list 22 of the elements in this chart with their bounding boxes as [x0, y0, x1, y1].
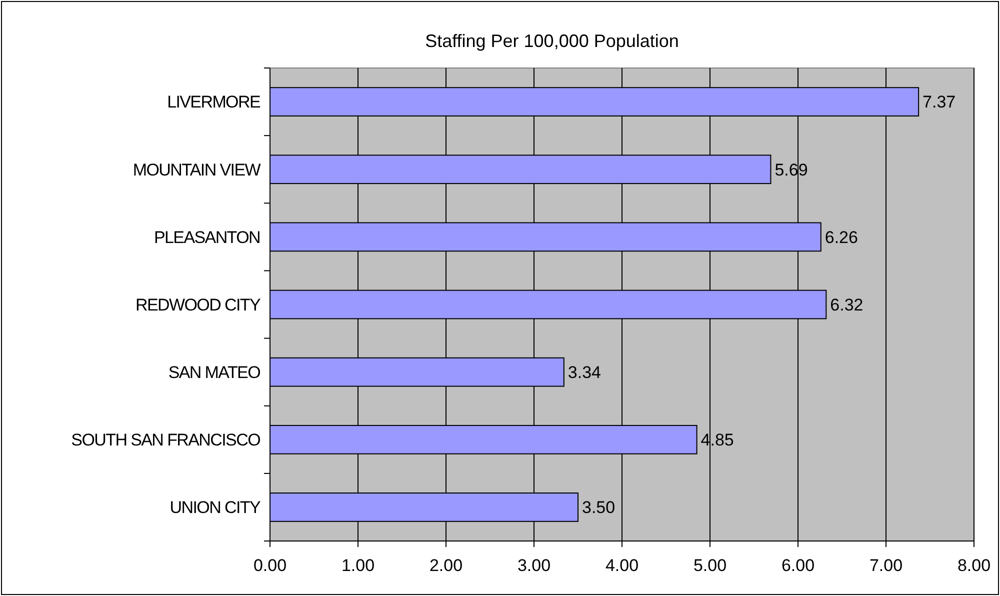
y-tick-label: SAN MATEO: [168, 363, 261, 382]
data-label: 6.32: [830, 295, 864, 314]
x-tick-label: 8.00: [957, 556, 991, 575]
data-label: 3.50: [582, 498, 616, 518]
x-tick-label: 5.00: [693, 556, 727, 575]
y-tick-label: REDWOOD CITY: [135, 295, 260, 314]
data-label: 3.34: [568, 363, 602, 382]
x-tick-label: 0.00: [253, 556, 287, 575]
y-tick-label: LIVERMORE: [167, 92, 260, 112]
x-tick-label: 1.00: [341, 556, 375, 575]
chart-title: Staffing Per 100,000 Population: [425, 31, 679, 51]
y-tick-label: MOUNTAIN VIEW: [132, 160, 261, 180]
data-label: 6.26: [824, 228, 858, 247]
y-tick-label: UNION CITY: [170, 498, 260, 518]
y-tick-label: SOUTH SAN FRANCISCO: [71, 430, 261, 450]
data-label: 7.37: [922, 92, 956, 112]
y-tick-label: PLEASANTON: [154, 228, 260, 247]
x-tick-label: 3.00: [517, 556, 551, 575]
x-tick-label: 7.00: [869, 556, 903, 575]
x-tick-label: 6.00: [781, 556, 815, 575]
x-tick-label: 4.00: [605, 556, 639, 575]
x-tick-label: 2.00: [429, 556, 463, 575]
